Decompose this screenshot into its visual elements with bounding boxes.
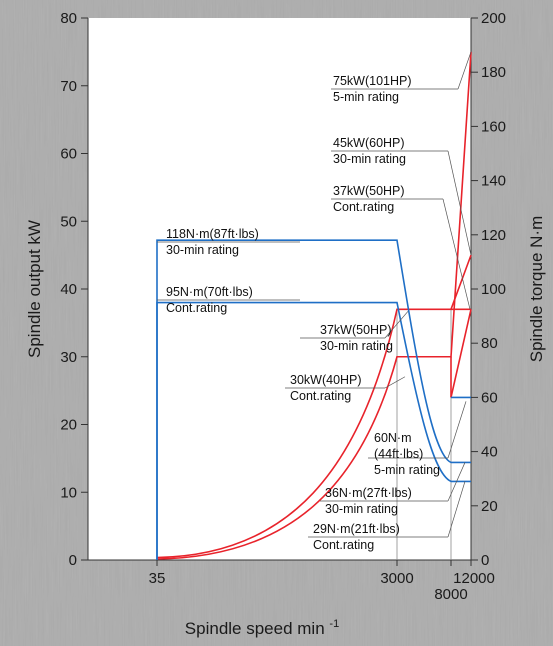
x-tick-label: 3000 <box>380 570 413 587</box>
y-right-tick-label: 40 <box>481 444 498 461</box>
annotation-line2: 30-min rating <box>166 243 239 257</box>
y-left-tick-label: 50 <box>60 213 77 230</box>
annotation-leader <box>384 376 406 389</box>
annotation-line2: Cont.rating <box>313 538 374 552</box>
annotation-leader <box>384 311 409 339</box>
y-right-tick-label: 100 <box>481 281 506 298</box>
y-right-tick-label: 200 <box>481 10 506 27</box>
y-right-axis-title: Spindle torque N·m <box>527 216 546 362</box>
annotation-line1: 45kW(60HP) <box>333 136 405 150</box>
annotation-leader <box>457 51 472 90</box>
y-left-tick-label: 30 <box>60 349 77 366</box>
annotation-line1: 36N·m(27ft·lbs) <box>325 486 412 500</box>
ticks: 0 10 20 30 40 50 60 70 80 0 20 40 60 80 100 120 140 160 18… <box>60 10 506 603</box>
y-right-tick-label: 180 <box>481 64 506 81</box>
y-left-tick-label: 80 <box>60 10 77 27</box>
annotation-line2: Cont.rating <box>333 200 394 214</box>
annotation-line1: 29N·m(21ft·lbs) <box>313 522 400 536</box>
annotation-leader <box>442 198 471 310</box>
x-axis-title-exponent: -1 <box>329 618 339 630</box>
y-left-axis-title: Spindle output kW <box>25 220 44 358</box>
annotation-line2: Cont.rating <box>290 389 351 403</box>
annotation-line2: 30-min rating <box>320 339 393 353</box>
annotation-line1: 118N·m(87ft·lbs) <box>166 227 259 241</box>
power-curve-cont-and-5min <box>156 51 472 560</box>
x-axis-title: Spindle speed min -1 <box>185 618 339 638</box>
annotation-line1: 37kW(50HP) <box>333 184 405 198</box>
y-right-tick-label: 120 <box>481 227 506 244</box>
annotation-line1: 95N·m(70ft·lbs) <box>166 285 253 299</box>
annotation-leader <box>447 462 466 502</box>
annotation-line1: 30kW(40HP) <box>290 373 362 387</box>
power-curve-30min <box>156 254 472 559</box>
annotation-line2: 30-min rating <box>325 502 398 516</box>
annotation-line1: 37kW(50HP) <box>320 323 392 337</box>
y-left-tick-label: 0 <box>69 552 77 569</box>
y-right-tick-label: 20 <box>481 498 498 515</box>
annotation-line2: (44ft·lbs) <box>374 447 423 461</box>
annotation-leader <box>447 150 472 256</box>
torque-curve-cont <box>156 301 471 560</box>
x-axis-title-main: Spindle speed min <box>185 619 325 638</box>
y-left-tick-label: 20 <box>60 417 77 434</box>
annotation-line1: 75kW(101HP) <box>333 74 412 88</box>
y-right-tick-label: 80 <box>481 335 498 352</box>
y-right-tick-label: 0 <box>481 552 489 569</box>
annotations: 75kW(101HP) 5-min rating 45kW(60HP) 30-min … <box>166 74 440 552</box>
annotation-line2: 5-min rating <box>333 90 399 104</box>
x-tick-label: 12000 <box>453 570 495 587</box>
y-right-tick-label: 60 <box>481 389 498 406</box>
y-right-tick-label: 140 <box>481 173 506 190</box>
annotation-leader <box>447 401 467 459</box>
x-tick-label: 8000 <box>434 586 467 603</box>
y-left-tick-label: 10 <box>60 484 77 501</box>
y-left-tick-label: 70 <box>60 78 77 95</box>
annotation-leaders <box>157 51 472 538</box>
y-left-tick-label: 60 <box>60 146 77 163</box>
annotation-line1: 60N·m <box>374 431 412 445</box>
y-right-tick-label: 160 <box>481 118 506 135</box>
power-rise-8000 <box>450 309 472 398</box>
annotation-line3: 5-min rating <box>374 463 440 477</box>
annotation-line2: Cont.rating <box>166 301 227 315</box>
plot-area <box>88 18 471 560</box>
x-tick-label: 35 <box>149 570 166 587</box>
annotation-leader <box>447 481 466 538</box>
annotation-line2: 30-min rating <box>333 152 406 166</box>
y-left-tick-label: 40 <box>60 281 77 298</box>
